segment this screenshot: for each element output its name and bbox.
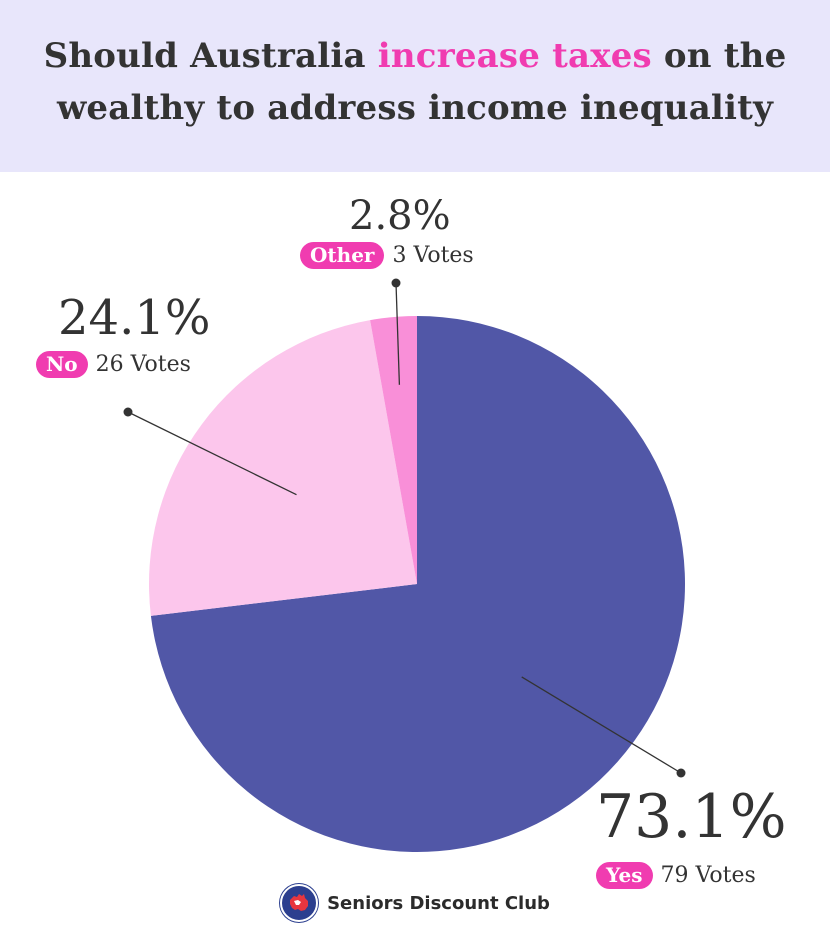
yes-votes: 79 Votes [660,863,756,888]
yes-label-row: Yes 79 Votes [596,862,756,889]
leader-line-no-dot [123,407,133,417]
leader-line-other-dot [391,278,401,288]
footer: Seniors Discount Club [0,884,830,922]
leader-line-yes-dot [676,768,686,778]
yes-badge: Yes [596,862,653,889]
chart-title: Should Australia increase taxes on the w… [0,30,830,134]
pie-slice-other [370,316,417,584]
no-votes: 26 Votes [95,352,191,377]
pie-slice-no [149,320,417,616]
no-label-row: No 26 Votes [36,351,191,378]
leader-line-no [127,411,297,496]
other-label-row: Other 3 Votes [300,242,474,269]
other-percent-label: 2.8% [349,193,451,239]
other-votes: 3 Votes [392,243,474,268]
pie-slice-yes [150,316,686,853]
no-badge: No [36,351,88,378]
leader-line-yes [521,676,682,774]
australia-map-icon [280,884,319,922]
title-before: Should Australia [43,36,378,76]
brand-name: Seniors Discount Club [327,892,550,914]
no-percent-label: 24.1% [58,290,211,346]
other-badge: Other [300,242,385,269]
title-after: on the wealthy to address income inequal… [56,36,787,128]
title-highlight: increase taxes [377,36,652,76]
yes-percent-label: 73.1% [596,782,787,852]
leader-line-other [395,282,401,385]
title-banner: Should Australia increase taxes on the w… [0,0,830,172]
